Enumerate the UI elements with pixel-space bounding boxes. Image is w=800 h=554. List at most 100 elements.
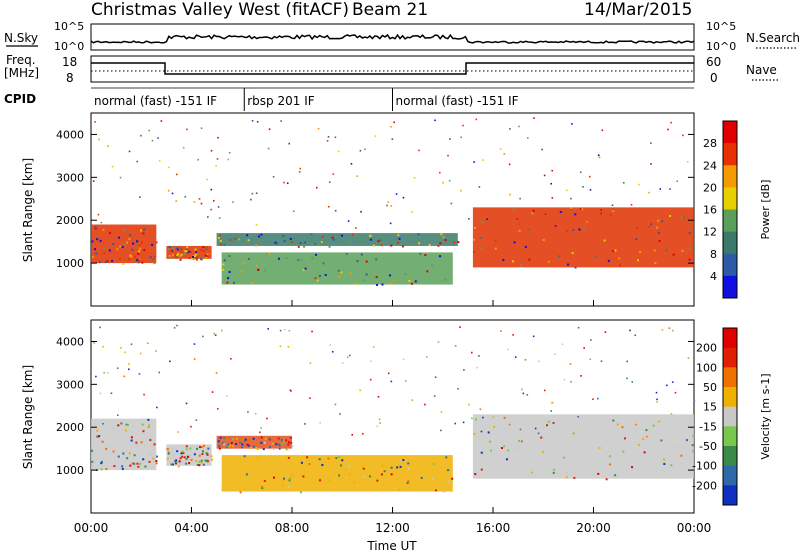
freq-label-1: Freq. [6, 53, 36, 67]
data-point [155, 241, 158, 244]
data-point [528, 258, 531, 261]
data-point [519, 197, 521, 200]
data-point [152, 457, 155, 460]
data-point [282, 477, 285, 480]
nsearch-label: N.Search [746, 31, 800, 45]
data-point [241, 446, 244, 449]
colorbar-swatch [723, 231, 737, 255]
data-point [171, 463, 174, 466]
data-point [222, 263, 225, 266]
data-point [118, 236, 121, 239]
data-point [204, 459, 207, 462]
data-point [566, 229, 569, 232]
data-point [137, 444, 140, 447]
data-point [138, 259, 141, 262]
data-point [319, 479, 322, 482]
colorbar-tick-label: 24 [703, 159, 717, 172]
data-point [202, 335, 204, 338]
power-panel: 1000 2000 3000 4000 Slant Range [km] 4 8 12 16… [21, 112, 772, 307]
data-point [287, 456, 290, 459]
data-point [663, 463, 666, 466]
data-point [170, 249, 173, 252]
data-point [381, 464, 384, 467]
data-point [197, 158, 200, 161]
data-point [251, 192, 254, 195]
data-point [377, 395, 380, 398]
data-point [195, 258, 198, 261]
data-point [190, 458, 193, 461]
data-point [448, 179, 451, 182]
data-point [248, 437, 251, 440]
data-point [173, 327, 176, 329]
data-point [514, 356, 517, 358]
colorbar-swatch [723, 275, 737, 299]
data-point [349, 241, 352, 244]
y-tick-label: 3000 [56, 171, 84, 184]
data-point [179, 255, 182, 258]
colorbar-tick-label: -200 [692, 479, 717, 492]
data-point [567, 263, 570, 266]
data-point [239, 441, 242, 444]
data-point [217, 206, 220, 208]
data-point [688, 247, 691, 250]
data-point [661, 220, 664, 223]
data-point [574, 213, 577, 216]
data-point [176, 173, 178, 176]
data-point [235, 443, 238, 446]
data-point [176, 450, 179, 453]
data-point [133, 462, 136, 465]
data-point [124, 351, 126, 354]
data-point [166, 448, 169, 451]
data-point [328, 181, 331, 184]
data-point [167, 450, 170, 453]
data-point [147, 426, 150, 429]
colorbar-label: Power [dB] [759, 180, 772, 240]
data-point [320, 241, 323, 244]
data-point [608, 463, 611, 466]
data-point [362, 279, 365, 282]
data-point [153, 443, 156, 446]
data-point [579, 171, 582, 174]
data-point [264, 269, 267, 272]
data-point [168, 245, 171, 248]
x-tick-label: 04:00 [174, 521, 209, 535]
data-point [463, 369, 465, 371]
data-point [658, 240, 661, 243]
data-point [642, 437, 645, 440]
data-point [188, 257, 191, 260]
data-point [158, 371, 161, 374]
data-point [571, 123, 573, 125]
data-point [111, 427, 114, 430]
nsky-tick-bottom: 10^0 [54, 40, 84, 53]
data-point [278, 443, 281, 446]
data-point [509, 128, 511, 130]
data-point [272, 175, 275, 178]
data-point [304, 267, 307, 270]
data-point [174, 256, 177, 259]
data-point [149, 256, 152, 259]
data-point [413, 177, 416, 179]
data-point [655, 391, 658, 394]
data-point [181, 450, 184, 453]
data-point [141, 261, 144, 264]
data-point [155, 350, 157, 352]
data-band [221, 252, 453, 285]
data-point [283, 181, 285, 184]
data-point [345, 252, 348, 255]
nsky-series [90, 33, 695, 44]
data-point [128, 234, 131, 237]
data-point [215, 165, 217, 167]
data-point [141, 460, 144, 463]
data-point [650, 223, 653, 226]
data-point [222, 268, 225, 271]
data-point [200, 459, 203, 462]
data-point [183, 456, 186, 459]
data-point [300, 461, 303, 464]
data-point [292, 210, 295, 213]
x-tick-label: 00:00 [677, 521, 712, 535]
data-point [338, 275, 341, 278]
data-point [160, 120, 163, 122]
data-point [222, 442, 225, 445]
data-point [490, 449, 493, 452]
data-point [681, 249, 684, 252]
